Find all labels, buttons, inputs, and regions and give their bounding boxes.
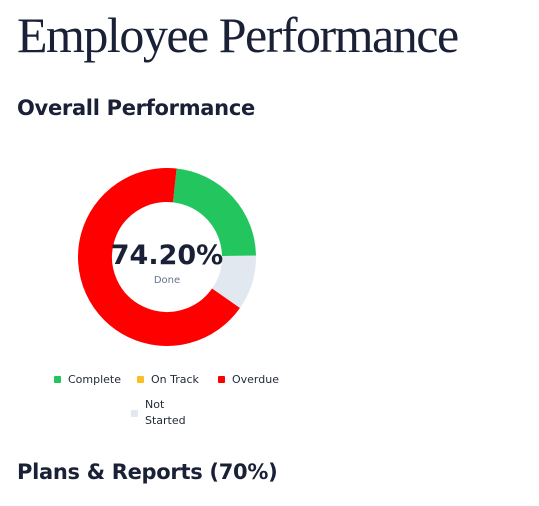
donut-chart: 74.20% Done [78, 168, 256, 346]
legend-item: On Track [137, 373, 199, 386]
page-title: Employee Performance [17, 7, 459, 63]
legend-item: Overdue [218, 373, 279, 386]
legend-item: Not Started [131, 397, 186, 429]
donut-segment [172, 168, 256, 257]
legend-swatch [218, 376, 225, 383]
donut-segment [211, 255, 256, 309]
section-title: Plans & Reports (70%) [17, 460, 278, 484]
legend-label: Overdue [232, 373, 279, 386]
legend-item: Complete [54, 373, 121, 386]
legend-swatch [54, 376, 61, 383]
section-title: Overall Performance [17, 96, 255, 120]
center-value: 74.20% [111, 240, 223, 271]
legend-swatch [137, 376, 144, 383]
legend-label: Not Started [145, 398, 186, 427]
center-label: Done [154, 275, 180, 286]
donut-segment [78, 168, 240, 346]
legend-swatch [131, 409, 138, 417]
legend-label: On Track [151, 373, 199, 386]
legend-label: Complete [68, 373, 122, 386]
